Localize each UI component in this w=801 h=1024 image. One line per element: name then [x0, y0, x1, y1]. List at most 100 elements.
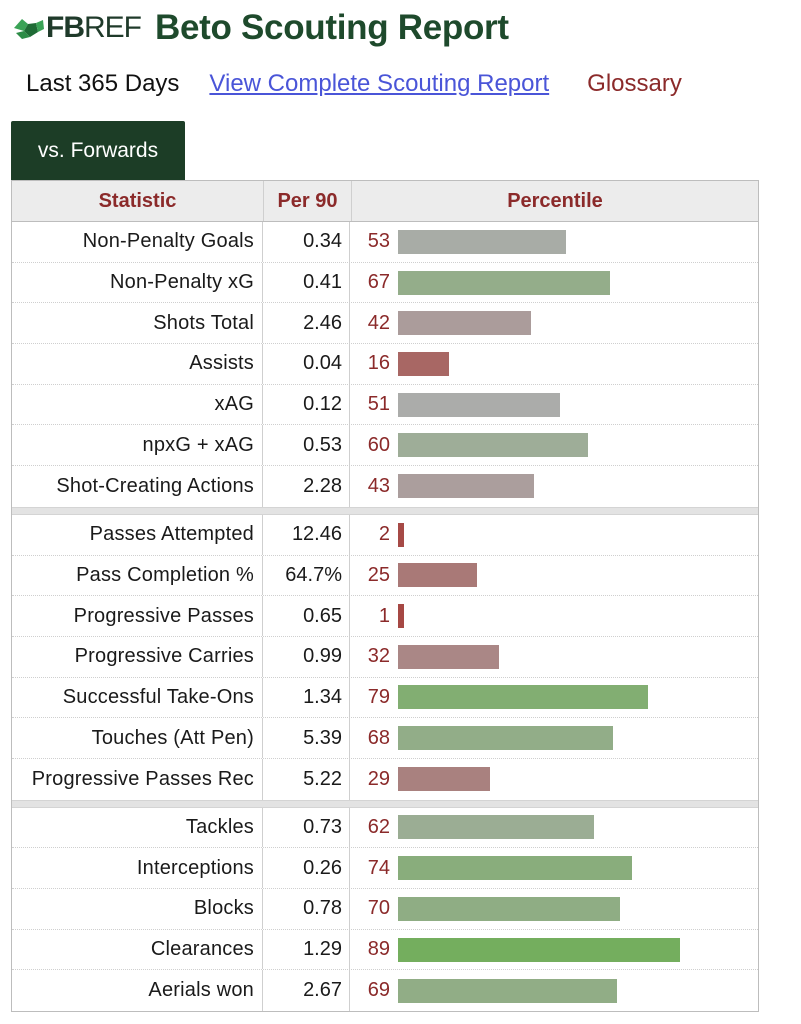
per90-value: 0.65	[263, 596, 350, 636]
table-row: Progressive Carries 0.99 32	[12, 636, 758, 678]
page-title: Beto Scouting Report	[155, 8, 509, 47]
percentile-cell: 60	[350, 425, 756, 465]
percentile-bar	[398, 522, 404, 547]
per90-value: 0.73	[263, 807, 350, 848]
per90-value: 2.67	[263, 970, 350, 1012]
stat-name[interactable]: Non-Penalty xG	[12, 262, 263, 303]
stat-name[interactable]: Progressive Passes	[12, 596, 263, 636]
table-row: Tackles 0.73 62	[12, 807, 758, 849]
per90-value: 2.46	[263, 303, 350, 344]
percentile-value: 74	[367, 856, 390, 879]
stat-name[interactable]: Passes Attempted	[12, 514, 263, 555]
tab-vs-forwards[interactable]: vs. Forwards	[11, 121, 185, 180]
stat-name[interactable]: Successful Take-Ons	[12, 677, 263, 718]
stat-name[interactable]: Progressive Passes Rec	[12, 758, 263, 800]
percentile-value: 32	[367, 645, 390, 668]
percentile-value: 67	[367, 271, 390, 294]
group-separator	[12, 506, 758, 515]
table-row: Aerials won 2.67 69	[12, 970, 758, 1012]
percentile-cell: 53	[350, 222, 756, 262]
stat-name[interactable]: xAG	[12, 384, 263, 425]
table-row: Blocks 0.78 70	[12, 889, 758, 930]
percentile-cell: 89	[350, 930, 756, 970]
percentile-value: 89	[367, 938, 390, 961]
per90-value: 5.22	[263, 758, 350, 800]
percentile-value: 16	[367, 352, 390, 375]
complete-report-link[interactable]: View Complete Scouting Report	[209, 70, 550, 97]
stat-name[interactable]: Blocks	[12, 889, 263, 929]
logo-ref-text: REF	[84, 11, 142, 44]
percentile-bar	[398, 351, 449, 376]
percentile-value: 1	[378, 604, 390, 627]
per90-value: 1.29	[263, 929, 350, 970]
percentile-bar-track	[398, 978, 754, 1003]
percentile-cell: 69	[350, 970, 756, 1011]
header-per90[interactable]: Per 90	[264, 181, 352, 221]
stat-name[interactable]: Shot-Creating Actions	[12, 466, 263, 507]
table-row: Assists 0.04 16	[12, 344, 758, 385]
stat-name[interactable]: npxG + xAG	[12, 425, 263, 466]
percentile-bar-track	[398, 604, 754, 629]
percentile-cell: 25	[350, 556, 756, 596]
percentile-cell: 51	[350, 385, 756, 425]
percentile-bar-track	[398, 474, 754, 499]
percentile-value: 43	[367, 474, 390, 497]
stat-name[interactable]: Progressive Carries	[12, 636, 263, 677]
glossary-link[interactable]: Glossary	[587, 70, 682, 97]
table-row: Clearances 1.29 89	[12, 929, 758, 971]
table-row: Non-Penalty xG 0.41 67	[12, 262, 758, 304]
percentile-value: 25	[367, 563, 390, 586]
percentile-bar	[398, 726, 613, 751]
percentile-bar-track	[398, 311, 754, 336]
per90-value: 12.46	[263, 514, 350, 555]
table-body: Non-Penalty Goals 0.34 53 Non-Penalty xG 0.4…	[12, 222, 758, 1012]
percentile-bar	[398, 392, 560, 417]
percentile-cell: 1	[350, 596, 756, 636]
table-row: Shots Total 2.46 42	[12, 303, 758, 345]
page-header: FB REF Beto Scouting Report	[12, 4, 509, 52]
per90-value: 5.39	[263, 718, 350, 758]
percentile-bar-track	[398, 270, 754, 295]
percentile-value: 42	[367, 311, 390, 334]
percentile-value: 62	[367, 815, 390, 838]
percentile-cell: 68	[350, 718, 756, 758]
stat-name[interactable]: Tackles	[12, 807, 263, 848]
percentile-bar-track	[398, 726, 754, 751]
percentile-bar-track	[398, 433, 754, 458]
table-row: Non-Penalty Goals 0.34 53	[12, 222, 758, 263]
stat-name[interactable]: Aerials won	[12, 970, 263, 1012]
percentile-bar-track	[398, 815, 754, 840]
percentile-cell: 2	[350, 515, 756, 555]
stat-name[interactable]: Interceptions	[12, 848, 263, 888]
percentile-bar	[398, 229, 566, 254]
per90-value: 2.28	[263, 466, 350, 507]
percentile-cell: 42	[350, 303, 756, 343]
header-statistic[interactable]: Statistic	[12, 181, 264, 221]
group-separator	[12, 799, 758, 808]
percentile-cell: 43	[350, 466, 756, 507]
percentile-bar-track	[398, 351, 754, 376]
stat-name[interactable]: Shots Total	[12, 303, 263, 344]
header-percentile[interactable]: Percentile	[507, 189, 603, 212]
table-header: Statistic Per 90 Percentile	[12, 181, 758, 222]
table-row: Pass Completion % 64.7% 25	[12, 555, 758, 597]
period-label: Last 365 Days	[26, 70, 180, 97]
fbref-logo[interactable]: FB REF	[12, 11, 142, 45]
stat-name[interactable]: Clearances	[12, 929, 263, 970]
table-row: Interceptions 0.26 74	[12, 848, 758, 889]
percentile-value: 2	[378, 523, 390, 546]
table-row: Shot-Creating Actions 2.28 43	[12, 466, 758, 507]
percentile-value: 60	[367, 433, 390, 456]
stat-name[interactable]: Non-Penalty Goals	[12, 222, 263, 262]
percentile-bar-track	[398, 685, 754, 710]
percentile-bar	[398, 563, 477, 588]
percentile-bar-track	[398, 522, 754, 547]
stat-name[interactable]: Touches (Att Pen)	[12, 718, 263, 758]
percentile-bar	[398, 644, 499, 669]
stat-name[interactable]: Pass Completion %	[12, 555, 263, 596]
per90-value: 0.78	[263, 889, 350, 929]
stat-name[interactable]: Assists	[12, 344, 263, 384]
table-row: Progressive Passes 0.65 1	[12, 596, 758, 637]
percentile-value: 68	[367, 726, 390, 749]
percentile-value: 51	[367, 393, 390, 416]
